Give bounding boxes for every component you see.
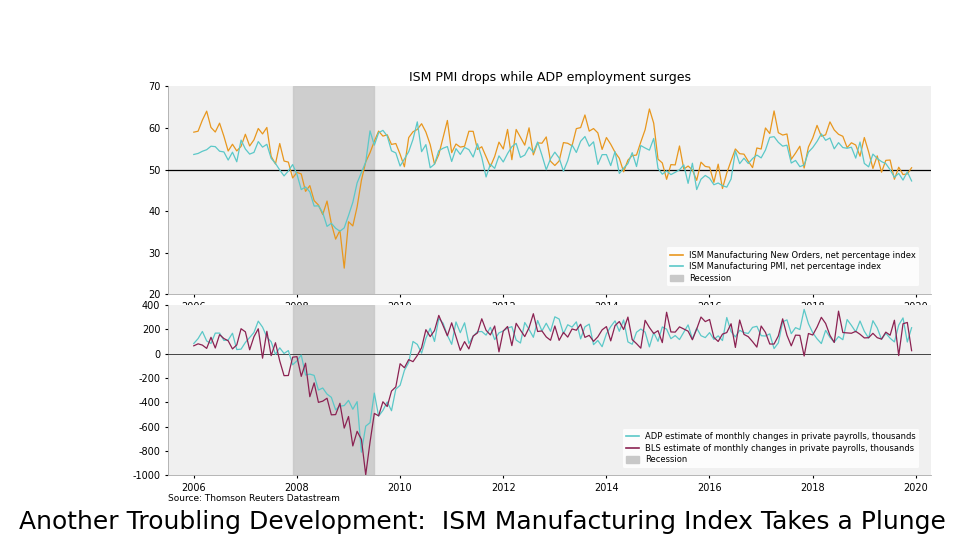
Title: ISM PMI drops while ADP employment surges: ISM PMI drops while ADP employment surge… (409, 71, 690, 84)
Bar (293, 305, 374, 475)
Legend: ADP estimate of monthly changes in private payrolls, thousands, BLS estimate of : ADP estimate of monthly changes in priva… (623, 429, 920, 468)
Legend: ISM Manufacturing New Orders, net percentage index, ISM Manufacturing PMI, net p: ISM Manufacturing New Orders, net percen… (666, 247, 920, 286)
Text: Another Troubling Development:  ISM Manufacturing Index Takes a Plunge: Another Troubling Development: ISM Manuf… (19, 510, 946, 534)
Text: Source: Thomson Reuters Datastream: Source: Thomson Reuters Datastream (168, 494, 340, 503)
Bar (293, 86, 374, 294)
